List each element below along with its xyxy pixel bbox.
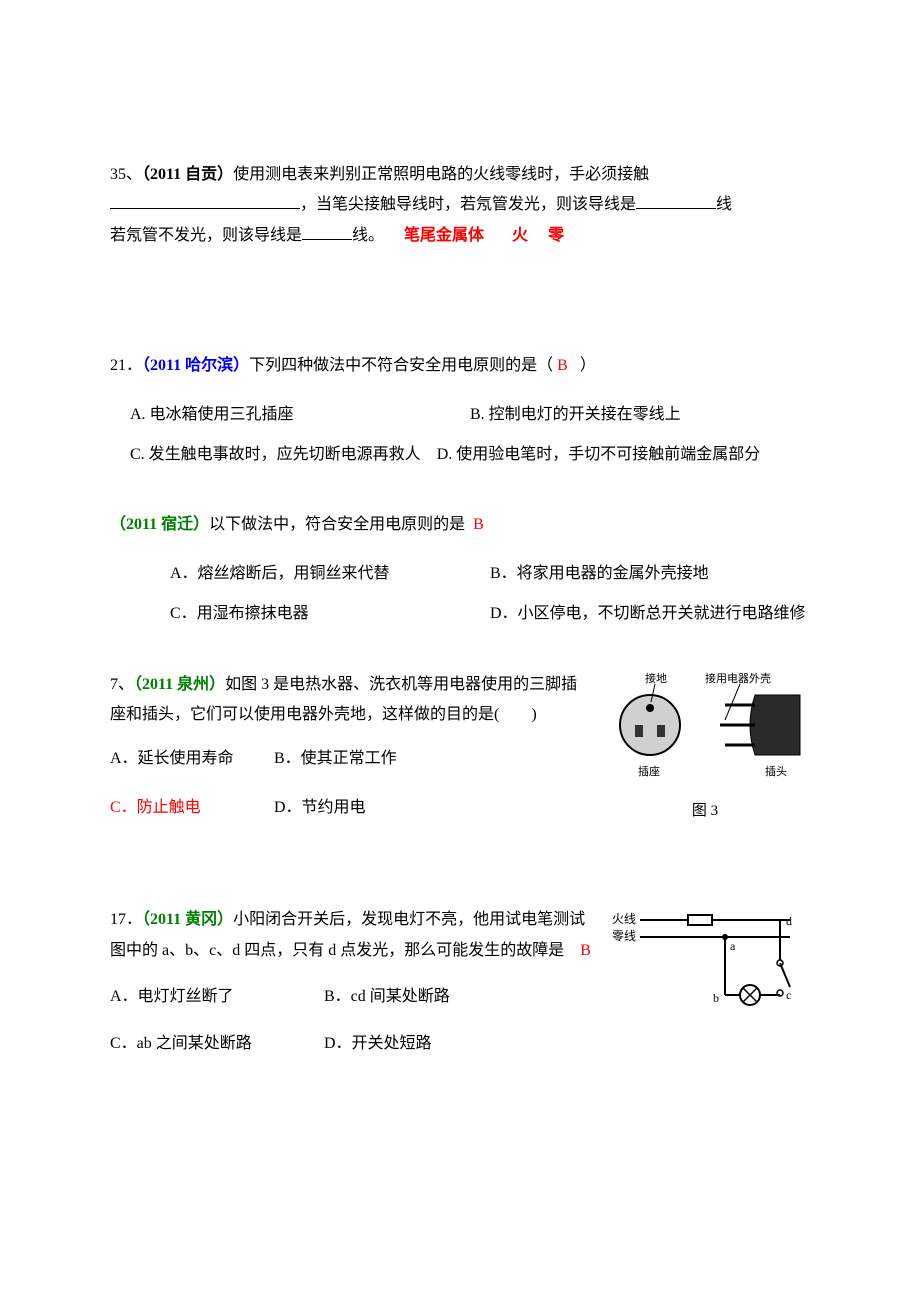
q35-answer2: 火 [512,227,528,244]
q17-figure: 火线 零线 d a c [610,905,810,1026]
q21-stem: 下列四种做法中不符合安全用电原则的是（ [249,357,553,374]
blank-1 [110,193,300,209]
q7-opt-a: A．延长使用寿命 [110,744,270,774]
label-ground: 接地 [645,672,667,685]
question-21: 21．（2011 哈尔滨）下列四种做法中不符合安全用电原则的是（ B ） A. … [110,351,810,470]
q17-answer: B [580,942,591,959]
question-suqian: （2011 宿迁）以下做法中，符合安全用电原则的是 B A．熔丝熔断后，用铜丝来… [110,510,810,629]
q21-opt-a: A. 电冰箱使用三孔插座 [130,400,470,430]
q35-number: 35、 [110,166,142,183]
blank-3 [302,224,352,240]
point-b: b [713,991,719,1005]
q21-opt-c: C. 发生触电事故时，应先切断电源再救人 [130,446,421,463]
q21-source: （2011 哈尔滨） [142,357,249,374]
q35-answer1: 笔尾金属体 [404,227,484,244]
q7-figure: 接地 接用电器外壳 插座 插头 图 3 [600,670,810,826]
q7-source: （2011 泉州） [134,676,225,693]
q21-options: A. 电冰箱使用三孔插座 B. 控制电灯的开关接在零线上 C. 发生触电事故时，… [130,400,810,471]
q21-opt-d: D. 使用验电笔时，手切不可接触前端金属部分 [437,446,761,463]
q7-opt-b: B．使其正常工作 [274,750,397,767]
circuit-diagram: 火线 零线 d a c [610,905,810,1015]
plug-socket-diagram: 接地 接用电器外壳 插座 插头 [605,670,805,780]
q35-answer3: 零 [548,227,564,244]
point-a: a [730,939,736,953]
suqian-options: A．熔丝熔断后，用铜丝来代替 B．将家用电器的金属外壳接地 C．用湿布擦抹电器 … [130,559,810,630]
q17-opt-a: A．电灯灯丝断了 [110,982,320,1012]
q17-opt-d: D．开关处短路 [324,1035,432,1052]
question-35: 35、（2011 自贡）使用测电表来判别正常照明电路的火线零线时，手必须接触 ，… [110,160,810,251]
q7-opt-c: C．防止触电 [110,793,270,823]
label-fire-wire: 火线 [612,912,636,926]
q17-number: 17． [110,911,142,928]
q17-opt-b: B．cd 间某处断路 [324,988,450,1005]
q21-number: 21． [110,357,142,374]
q35-text1: 使用测电表来判别正常照明电路的火线零线时，手必须接触 [233,166,649,183]
point-c: c [786,988,791,1002]
suqian-answer: B [473,516,484,533]
q17-opt-c: C．ab 之间某处断路 [110,1029,320,1059]
q35-text4: 线。 [352,227,384,244]
blank-2 [636,193,716,209]
q21-answer: B [557,357,568,374]
q21-opt-b: B. 控制电灯的开关接在零线上 [470,400,810,430]
suqian-opt-b: B．将家用电器的金属外壳接地 [490,559,810,589]
q35-source: （2011 自贡） [142,166,233,183]
question-17: 17．（2011 黄冈）小阳闭合开关后，发现电灯不亮，他用试电笔测试图中的 a、… [110,905,810,1059]
q21-close: ） [580,357,596,374]
suqian-opt-c: C．用湿布擦抹电器 [170,599,490,629]
q35-text2: ，当笔尖接触导线时，若氖管发光，则该导线是 [300,196,636,213]
q7-opt-d: D．节约用电 [274,799,366,816]
q7-caption: 图 3 [600,797,810,826]
suqian-opt-a: A．熔丝熔断后，用铜丝来代替 [170,559,490,589]
suqian-source: （2011 宿迁） [110,516,209,533]
q17-source: （2011 黄冈） [142,911,233,928]
question-7: 7、（2011 泉州）如图 3 是电热水器、洗衣机等用电器使用的三脚插座和插头，… [110,670,810,826]
label-socket: 插座 [638,764,660,778]
q35-text3a: 线 [716,196,732,213]
suqian-opt-d: D．小区停电，不切断总开关就进行电路维修 [490,599,810,629]
label-zero-wire: 零线 [612,929,636,943]
q7-number: 7、 [110,676,134,693]
label-shell: 接用电器外壳 [705,671,771,685]
label-plug: 插头 [765,764,787,778]
q35-text3: 若氖管不发光，则该导线是 [110,227,302,244]
suqian-stem: 以下做法中，符合安全用电原则的是 [209,516,465,533]
point-d: d [786,914,792,928]
